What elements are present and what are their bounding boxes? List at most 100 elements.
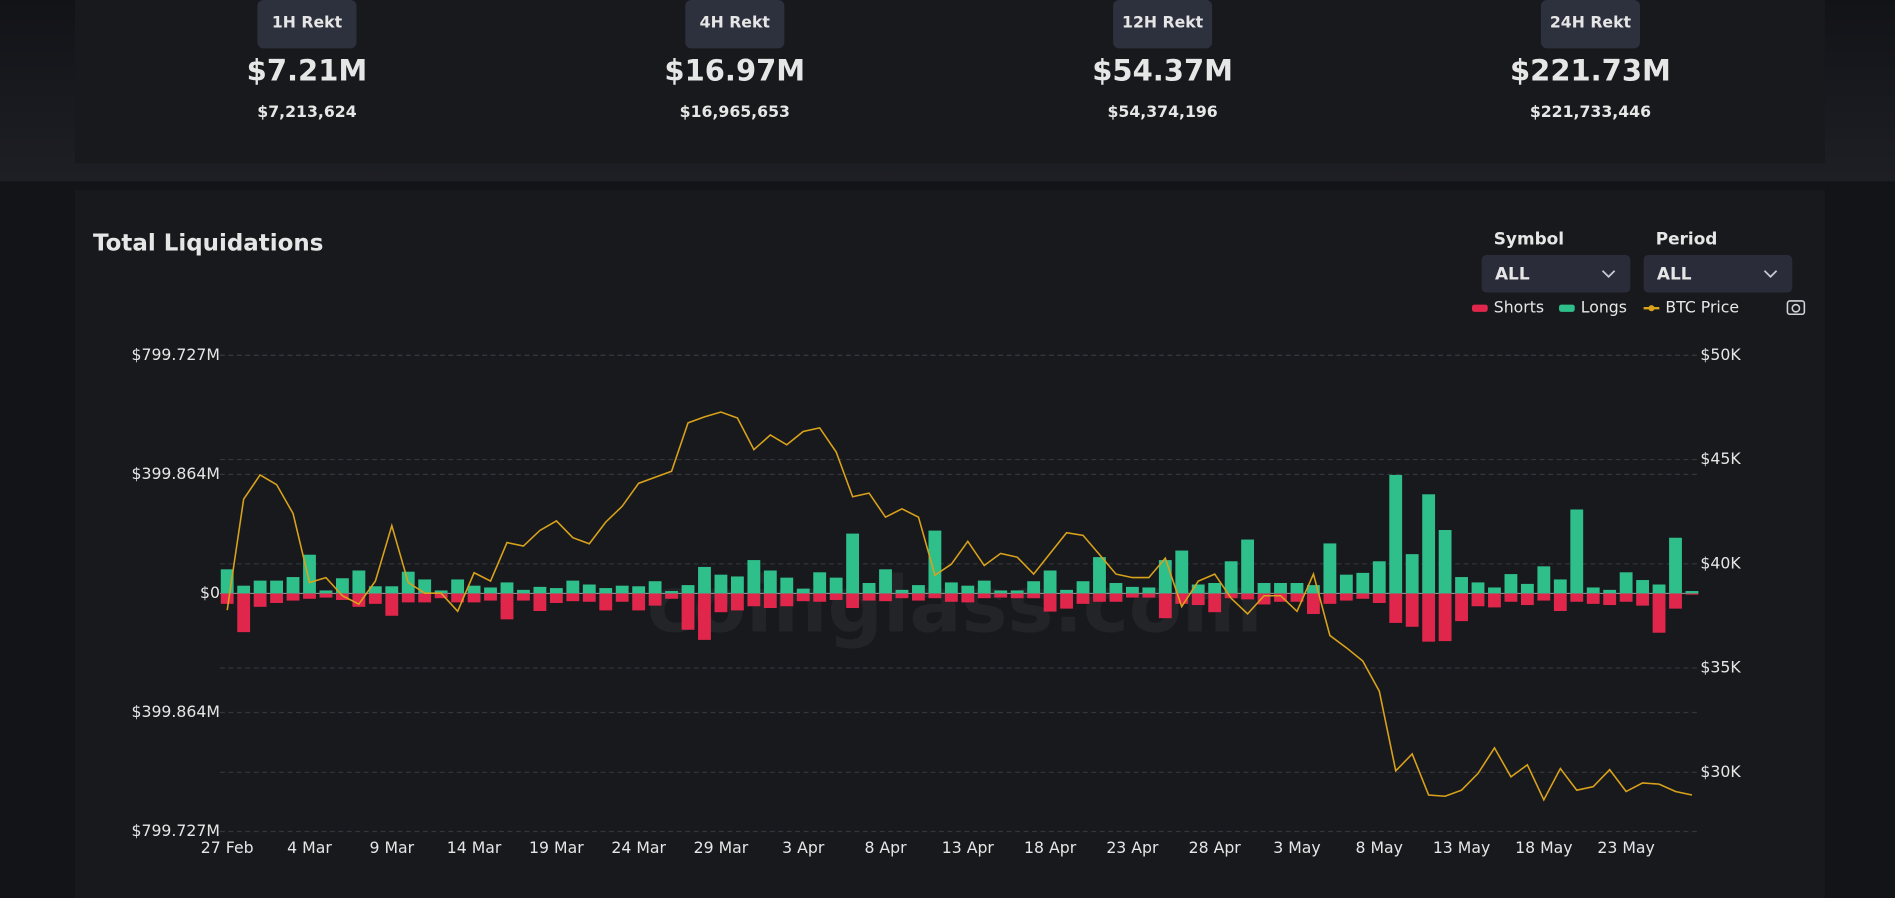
camera-button[interactable] (1786, 300, 1806, 316)
bar (1652, 593, 1666, 633)
bar (615, 585, 629, 594)
bar (1290, 593, 1304, 602)
bar (829, 577, 843, 594)
dropdown-arrow[interactable] (1763, 270, 1778, 278)
bar (368, 593, 382, 604)
legend-item[interactable]: Longs (1559, 298, 1627, 317)
bar (1274, 593, 1287, 602)
bar (517, 593, 530, 601)
x-tick-label: 8 Apr (864, 838, 907, 857)
bar (895, 593, 909, 599)
bar (303, 593, 316, 599)
bar (1471, 593, 1485, 607)
bar (681, 585, 695, 594)
bar (615, 593, 629, 602)
bar (1685, 591, 1699, 594)
control-label: Symbol (1494, 228, 1564, 248)
bar (1619, 572, 1633, 594)
bar (796, 588, 810, 594)
legend-label[interactable]: Shorts (1494, 298, 1544, 317)
bar (1570, 593, 1584, 602)
legend-swatch[interactable] (1559, 304, 1575, 312)
stat-full: $7,213,624 (257, 102, 356, 121)
bar (1241, 593, 1255, 600)
bar (994, 593, 1008, 598)
bar (1405, 554, 1419, 594)
legend-label[interactable]: Longs (1581, 298, 1627, 317)
bar (632, 586, 646, 594)
dropdown[interactable]: ALL (1481, 255, 1631, 293)
camera-body[interactable] (1786, 300, 1806, 316)
bar (1257, 593, 1271, 605)
bar (1537, 593, 1551, 601)
x-tick-label: 28 Apr (1189, 838, 1242, 857)
bar (401, 593, 415, 603)
bar (714, 574, 728, 594)
dropdown-box[interactable] (1643, 255, 1793, 293)
y2-tick-label: $45K (1700, 449, 1741, 468)
bar (1125, 593, 1139, 598)
bar (451, 593, 465, 603)
legend-item[interactable]: Shorts (1472, 298, 1544, 317)
bar (1208, 583, 1222, 594)
stat-short: $16.97M (664, 54, 805, 88)
bar (220, 593, 234, 604)
bar (1488, 593, 1501, 608)
bar (1372, 593, 1386, 603)
bar (237, 593, 251, 633)
y-tick-label: $399.864M (131, 702, 219, 721)
bar (1093, 593, 1106, 602)
dropdown-arrow[interactable] (1601, 270, 1616, 278)
bar (895, 589, 909, 594)
dropdown-value[interactable]: ALL (1657, 263, 1692, 283)
bar (237, 585, 251, 594)
bar (730, 593, 744, 611)
bar (1372, 561, 1386, 594)
bar (1191, 593, 1205, 606)
bar (451, 579, 465, 594)
bar (286, 577, 300, 594)
legend-label[interactable]: BTC Price (1665, 298, 1739, 317)
bar (994, 590, 1008, 594)
bar (599, 593, 613, 611)
y-tick-label: $0 (200, 583, 220, 602)
bar (1010, 590, 1024, 594)
stat-full: $54,374,196 (1107, 102, 1217, 121)
stat-label: 12H Rekt (1122, 12, 1204, 31)
bar (467, 585, 481, 594)
bar (1356, 572, 1370, 594)
dropdown-box[interactable] (1481, 255, 1631, 293)
y-tick-label: $799.727M (131, 821, 219, 840)
bar (1636, 593, 1650, 606)
bar (1339, 593, 1353, 601)
bar (1685, 593, 1699, 595)
chart-panel (74, 189, 1825, 898)
bar (747, 593, 761, 607)
bar (566, 593, 580, 602)
legend-item[interactable]: BTC Price (1643, 298, 1739, 317)
bar (1274, 583, 1287, 594)
bar (1636, 580, 1650, 594)
bar (1175, 593, 1189, 604)
x-tick-label: 14 Mar (447, 838, 502, 857)
legend-swatch[interactable] (1472, 304, 1488, 312)
stat-pill (1540, 0, 1640, 49)
y-tick-label: $799.727M (131, 345, 219, 364)
y-tick-label: $399.864M (131, 464, 219, 483)
stat-label: 24H Rekt (1550, 12, 1632, 31)
bar (1257, 583, 1271, 594)
dropdown-value[interactable]: ALL (1495, 263, 1530, 283)
bar (763, 593, 777, 609)
bar (1537, 566, 1551, 594)
dropdown[interactable]: ALL (1643, 255, 1793, 293)
bar (730, 576, 744, 594)
x-tick-label: 3 Apr (782, 838, 825, 857)
legend-swatch-dot[interactable] (1648, 305, 1655, 312)
bar (665, 593, 678, 599)
y2-tick-label: $35K (1700, 658, 1741, 677)
camera-lens[interactable] (1791, 303, 1801, 313)
bar (303, 554, 316, 594)
bar (1389, 593, 1403, 623)
bar (763, 570, 777, 594)
